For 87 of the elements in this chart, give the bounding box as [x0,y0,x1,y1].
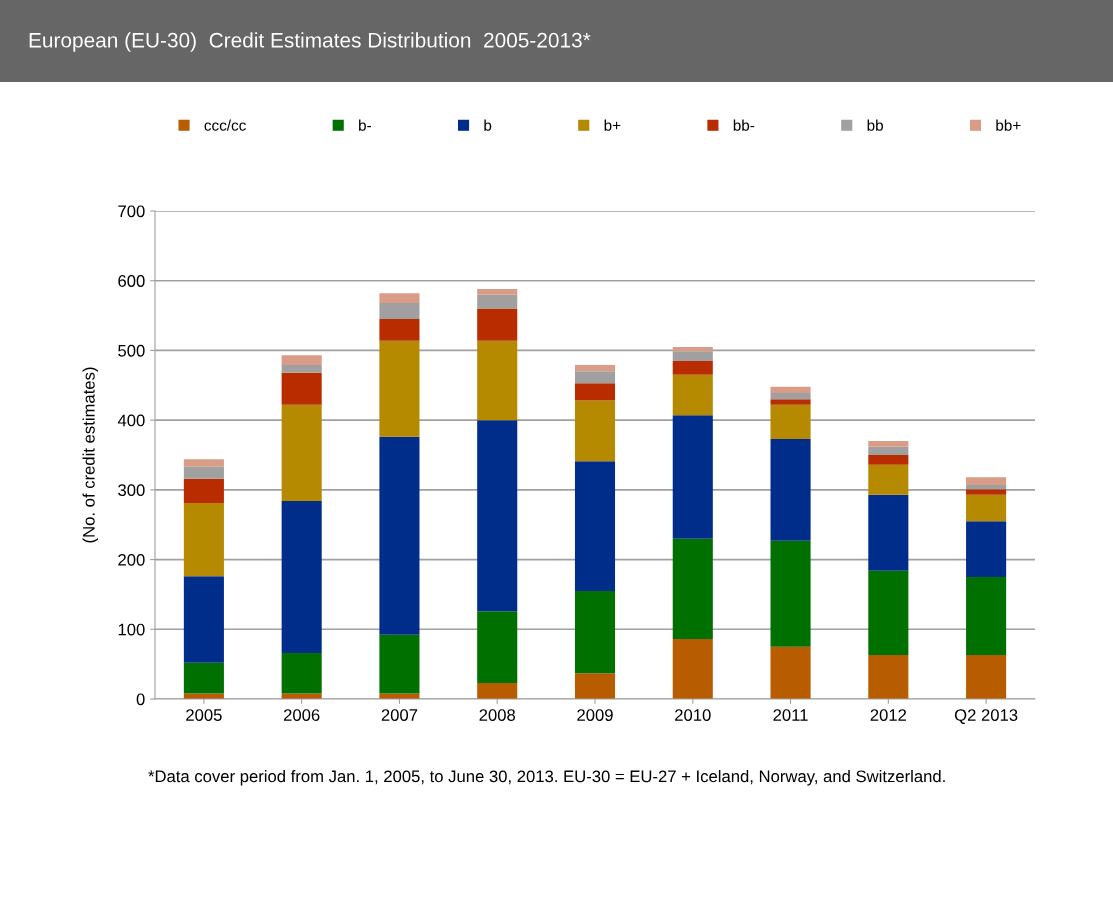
bar [574,461,616,591]
bar [183,466,224,479]
bar [868,494,909,571]
legend-label: b [484,119,492,131]
legend-label: bb+ [996,119,1021,131]
bar [672,346,713,352]
bar [574,590,616,674]
bar [281,372,322,405]
x-tick-label: 2006 [283,709,320,721]
bar [672,538,713,640]
y-axis-title: (No. of credit estimates) [82,367,99,543]
bar [281,501,322,653]
bar [379,634,420,694]
bar [183,478,224,504]
y-tick-label: 700 [118,205,145,218]
bar [770,399,811,405]
bar [574,365,616,372]
bar [477,611,518,683]
y-tick-label: 500 [118,344,145,357]
bar [672,415,713,539]
bar [770,404,811,439]
legend-label: ccc/cc [204,119,246,131]
legend-label: bb- [733,119,755,131]
y-tick-label: 300 [118,484,145,497]
bar [672,374,713,416]
bar [281,365,322,373]
x-tick-label: 2009 [577,709,613,721]
x-tick-label: 2008 [479,709,516,721]
bar [379,303,420,320]
bar [574,371,616,384]
text: *Data cover period from Jan. 1, 2005, to June 30, 2013. EU-30 = EU-27 + Iceland, Norway, and Switzerland. [148,770,945,786]
bar [183,662,224,694]
bar [770,386,811,393]
y-tick-label: 200 [118,553,145,566]
bar [966,484,1007,490]
bar [868,655,909,699]
bar [966,477,1007,485]
y-tick-label: 0 [136,693,145,706]
bar [966,521,1007,577]
bar [770,646,811,699]
x-tick-label: 2011 [773,709,808,721]
bar [183,576,224,663]
bar [183,503,224,577]
bar [868,446,909,455]
x-tick-label: 2007 [381,709,418,721]
bar [672,351,713,361]
x-tick-label: 2012 [870,709,907,721]
bar [966,494,1007,522]
bar [379,293,420,304]
bar [477,289,518,295]
bar [868,570,909,656]
y-tick-label: 600 [118,275,145,287]
bar [966,577,1007,656]
bar [574,673,616,699]
bar [770,438,811,541]
legend-label: b- [359,119,371,131]
x-tick-label: 2010 [675,709,711,721]
bar [574,383,616,401]
bar [477,340,518,421]
bar [477,294,518,309]
bar [477,308,518,341]
bar [281,404,322,502]
legend-label: b+ [604,119,621,131]
y-tick-label: 400 [117,414,145,427]
bar [477,682,518,699]
x-tick-label: 2005 [186,709,222,721]
bar [868,455,909,465]
y-tick-label: 100 [118,623,145,636]
bar [477,420,518,612]
bar [574,400,616,462]
bar [379,436,420,635]
bar [770,540,811,647]
chart-title: European (EU-30) Credit Estimates Distribution 2005-2013* [29,32,591,52]
bar [183,459,224,467]
bar [672,360,713,375]
legend-label: bb [867,119,883,131]
x-tick-label: Q2 2013 [954,709,1018,724]
bar [868,464,909,495]
bar [379,340,420,437]
bar [770,392,811,400]
bar [672,639,713,699]
bar [379,319,420,341]
bar [966,489,1007,495]
bar [868,441,909,447]
bar [281,652,322,694]
bar [966,655,1007,699]
bar [281,355,322,366]
